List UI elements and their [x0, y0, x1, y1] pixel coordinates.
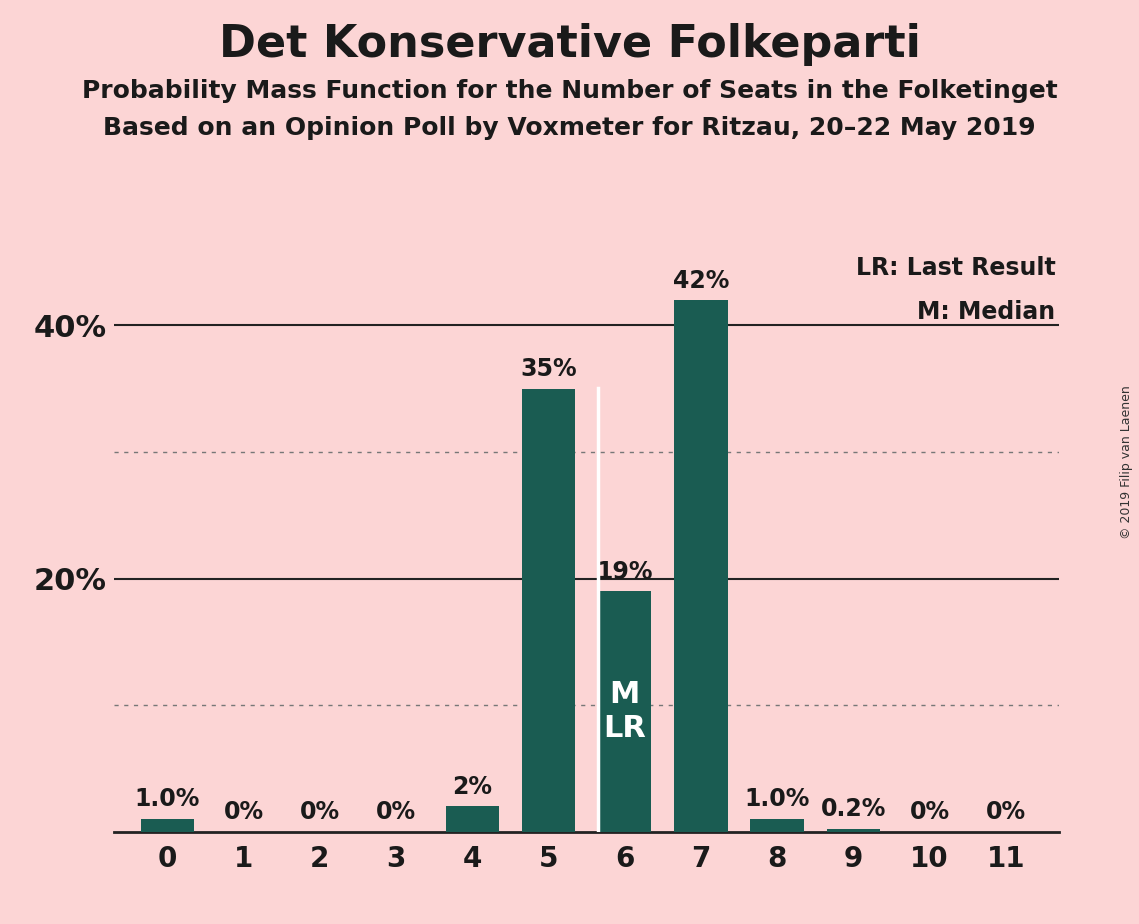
Bar: [751, 819, 804, 832]
Text: © 2019 Filip van Laenen: © 2019 Filip van Laenen: [1121, 385, 1133, 539]
Text: Det Konservative Folkeparti: Det Konservative Folkeparti: [219, 23, 920, 67]
Text: 0%: 0%: [910, 800, 950, 824]
Text: 0%: 0%: [300, 800, 339, 824]
Text: 35%: 35%: [521, 357, 576, 381]
Text: M
LR: M LR: [604, 680, 646, 743]
Text: 0%: 0%: [376, 800, 416, 824]
Bar: [827, 829, 880, 832]
Bar: [445, 807, 499, 832]
Text: 0.2%: 0.2%: [821, 797, 886, 821]
Bar: [522, 389, 575, 832]
Text: 1.0%: 1.0%: [745, 787, 810, 811]
Text: LR: Last Result: LR: Last Result: [855, 256, 1056, 280]
Bar: [674, 300, 728, 832]
Text: Probability Mass Function for the Number of Seats in the Folketinget: Probability Mass Function for the Number…: [82, 79, 1057, 103]
Text: 2%: 2%: [452, 774, 492, 798]
Text: 42%: 42%: [673, 269, 729, 293]
Text: M: Median: M: Median: [917, 300, 1056, 324]
Text: 1.0%: 1.0%: [134, 787, 200, 811]
Bar: [140, 819, 194, 832]
Text: 19%: 19%: [597, 560, 653, 584]
Text: Based on an Opinion Poll by Voxmeter for Ritzau, 20–22 May 2019: Based on an Opinion Poll by Voxmeter for…: [104, 116, 1035, 140]
Text: 0%: 0%: [986, 800, 1026, 824]
Bar: [598, 591, 652, 832]
Text: 0%: 0%: [223, 800, 263, 824]
